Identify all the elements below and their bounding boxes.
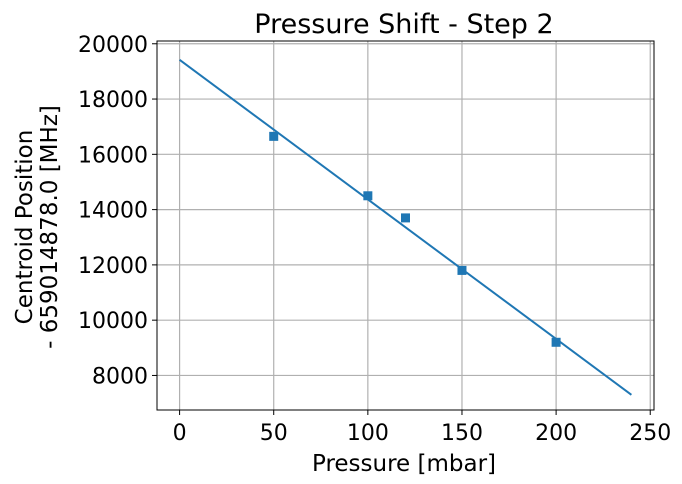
plot-series (178, 58, 633, 396)
data-point (551, 337, 561, 347)
y-axis-label-line-1: Centroid Position (12, 130, 38, 325)
y-tick-label: 20000 (78, 33, 148, 58)
x-tick-label: 250 (629, 421, 671, 446)
x-tick-label: 0 (173, 421, 187, 446)
data-point (401, 213, 410, 223)
fit-line (178, 58, 633, 396)
y-axis-label-line-2: - 659014878.0 [MHz] (37, 105, 63, 349)
y-tick-label: 8000 (92, 364, 148, 389)
data-point (269, 131, 279, 141)
x-tick-label: 50 (260, 421, 288, 446)
y-tick-label: 18000 (78, 88, 148, 113)
y-tick-label: 16000 (78, 143, 148, 168)
y-tick-label: 14000 (78, 199, 148, 224)
grid (157, 41, 654, 410)
y-tick-label: 10000 (78, 309, 148, 334)
x-tick-label: 200 (535, 421, 577, 446)
x-tick-label: 100 (347, 421, 389, 446)
x-axis-label: Pressure [mbar] (312, 451, 496, 477)
x-tick-label: 150 (441, 421, 483, 446)
data-point (363, 191, 373, 201)
chart-title: Pressure Shift - Step 2 (254, 9, 553, 40)
y-tick-label: 12000 (78, 254, 148, 279)
axis-ticks: 0 50 100 150 200 250 8000 10000 12000 14000 16000 1… (78, 33, 671, 446)
plot-frame (156, 40, 655, 411)
